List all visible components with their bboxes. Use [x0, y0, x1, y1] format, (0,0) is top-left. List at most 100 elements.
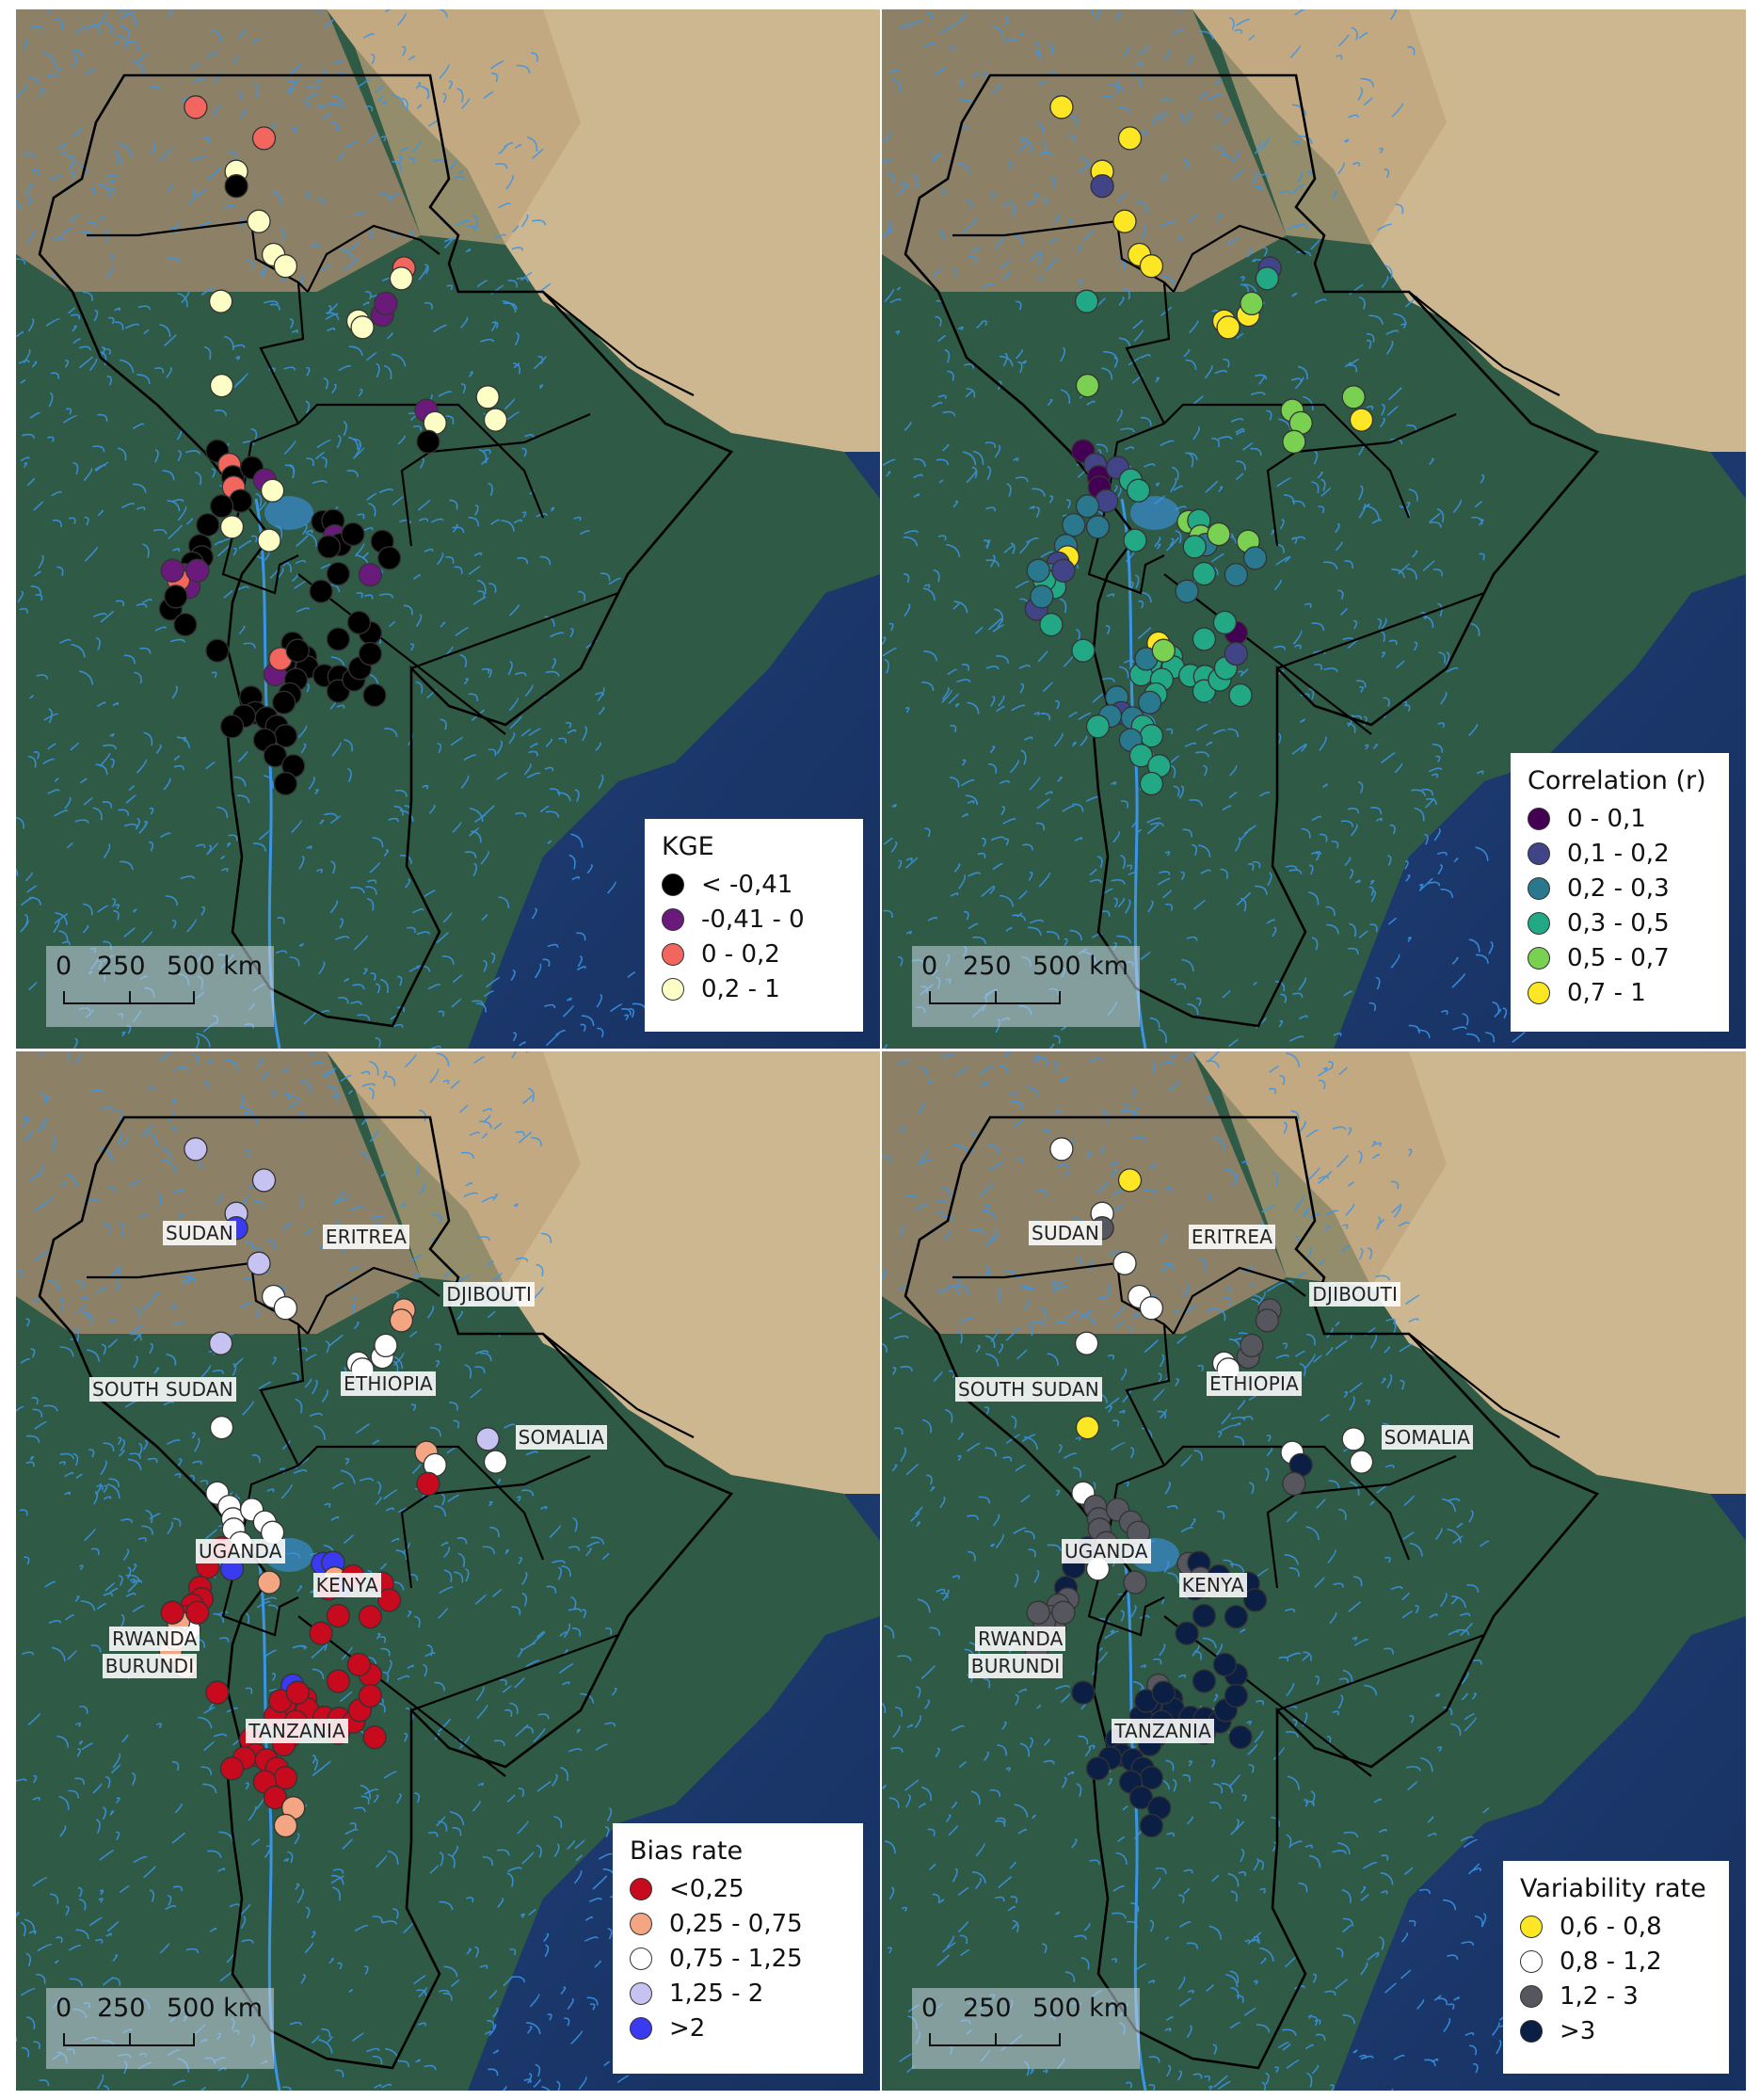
gauge-station-marker — [219, 515, 245, 539]
gauge-station-marker — [184, 95, 208, 120]
legend-swatch — [1528, 946, 1550, 970]
gauge-station-marker — [184, 1137, 208, 1162]
scale-bar: 0 250 500 km — [912, 946, 1140, 1027]
country-label-south-sudan: SOUTH SUDAN — [955, 1376, 1102, 1402]
gauge-station-marker — [374, 1333, 398, 1358]
legend-item: >3 — [1520, 2013, 1712, 2048]
gauge-station-marker — [209, 494, 234, 519]
legend-label: 0,2 - 0,3 — [1567, 874, 1670, 903]
gauge-station-marker — [1224, 562, 1249, 587]
legend-swatch — [662, 942, 684, 966]
scale-bar-mid: 250 — [97, 1994, 146, 2023]
gauge-station-marker — [475, 385, 500, 409]
legend-label: 0,3 - 0,5 — [1567, 908, 1670, 938]
gauge-station-marker — [1049, 95, 1074, 120]
gauge-station-marker — [1240, 1333, 1264, 1358]
gauge-station-marker — [1049, 1137, 1074, 1162]
gauge-station-marker — [205, 1680, 230, 1705]
gauge-station-marker — [1026, 558, 1050, 583]
country-label-somalia: SOMALIA — [515, 1425, 608, 1451]
gauge-station-marker — [1117, 126, 1143, 151]
gauge-station-marker — [362, 1724, 387, 1750]
gauge-station-marker — [1128, 1786, 1154, 1810]
gauge-station-marker — [376, 546, 402, 570]
study-area-outline — [38, 1115, 734, 2070]
gauge-station-marker — [208, 289, 233, 313]
legend-label: >3 — [1560, 2016, 1596, 2045]
arid-area — [882, 1051, 1287, 1334]
gauge-station-marker — [260, 478, 285, 503]
gauge-station-marker — [185, 558, 210, 583]
legend-label: 0,75 - 1,25 — [669, 1944, 803, 1973]
gauge-station-marker — [1075, 494, 1100, 519]
gauge-station-marker — [309, 1621, 333, 1645]
gauge-station-marker — [1039, 612, 1064, 637]
gauge-station-marker — [1071, 1680, 1096, 1705]
gauge-station-marker — [1085, 714, 1111, 739]
gauge-station-marker — [1151, 1680, 1176, 1705]
gauge-station-marker — [224, 174, 248, 199]
legend-swatch — [630, 1947, 652, 1970]
legend-label: 1,2 - 3 — [1560, 1981, 1639, 2011]
study-area-outline — [904, 73, 1600, 1028]
gauge-station-marker — [1228, 1724, 1253, 1750]
country-label-tanzania: TANZANIA — [246, 1718, 349, 1743]
gauge-station-marker — [285, 1680, 310, 1705]
scale-bar: 0 250 500 km — [912, 1988, 1140, 2069]
variability-rate-legend: Variability rate 0,6 - 0,8 0,8 - 1,2 1,2 -… — [1503, 1861, 1729, 2074]
legend-item: < -0,41 — [662, 867, 846, 902]
legend-swatch — [1528, 876, 1550, 900]
country-label-somalia: SOMALIA — [1381, 1425, 1474, 1451]
legend-label: 0,5 - 0,7 — [1567, 943, 1670, 972]
scale-bar-zero: 0 — [921, 1994, 938, 2023]
gauge-station-marker — [1075, 373, 1100, 398]
gauge-station-marker — [273, 254, 298, 279]
gauge-station-marker — [1242, 546, 1268, 570]
legend-label: 0,1 - 0,2 — [1567, 839, 1670, 868]
legend-swatch — [1520, 2019, 1543, 2043]
gauge-station-marker — [358, 1604, 383, 1629]
gauge-station-marker — [1341, 385, 1366, 409]
variability-rate-map-panel: SUDAN ERITREA DJIBOUTI SOUTH SUDAN ETHIOPIA S… — [882, 1051, 1746, 2091]
gauge-station-marker — [483, 408, 508, 432]
gauge-station-marker — [362, 682, 387, 708]
scale-bar-end: 500 km — [167, 1994, 264, 2023]
legend-label: 0,25 - 0,75 — [669, 1909, 803, 1938]
gauge-station-marker — [1071, 638, 1096, 663]
legend-item: 1,25 - 2 — [630, 1976, 846, 2011]
scale-bar-zero: 0 — [56, 952, 72, 981]
gauge-station-marker — [1085, 1756, 1111, 1781]
gauge-station-marker — [251, 126, 277, 151]
gauge-station-marker — [374, 291, 398, 316]
gauge-station-marker — [1255, 1308, 1280, 1333]
scale-bar-zero: 0 — [56, 1994, 72, 2023]
gauge-station-marker — [1128, 744, 1154, 768]
gauge-station-marker — [247, 1251, 271, 1275]
gauge-station-marker — [251, 1168, 277, 1193]
gauge-station-marker — [346, 1652, 372, 1677]
gauge-station-marker — [1242, 1588, 1268, 1612]
gauge-station-marker — [1137, 690, 1162, 715]
legend-item: 1,2 - 3 — [1520, 1979, 1712, 2013]
gauge-station-marker — [358, 641, 383, 666]
legend-swatch — [1520, 1915, 1543, 1938]
gauge-station-marker — [358, 562, 383, 587]
gauge-station-marker — [350, 315, 375, 340]
gauge-station-marker — [416, 429, 440, 454]
country-label-ethiopia: ETHIOPIA — [341, 1371, 436, 1397]
gauge-station-marker — [389, 266, 414, 291]
country-label-burundi: BURUNDI — [968, 1654, 1064, 1679]
gauge-station-marker — [173, 612, 198, 637]
gauge-station-marker — [185, 1600, 210, 1625]
gauge-station-marker — [257, 1570, 281, 1595]
gauge-station-marker — [263, 1786, 288, 1810]
legend-label: 0 - 0,2 — [701, 939, 780, 969]
country-label-uganda: UGANDA — [1061, 1538, 1151, 1563]
country-label-sudan: SUDAN — [1029, 1220, 1103, 1245]
gauge-station-marker — [1075, 1415, 1100, 1440]
scale-bar-mid: 250 — [963, 952, 1012, 981]
gauge-station-marker — [219, 1756, 245, 1781]
lake-victoria — [264, 496, 313, 530]
gauge-station-marker — [1074, 1331, 1099, 1355]
legend-item: 0,75 - 1,25 — [630, 1941, 846, 1976]
